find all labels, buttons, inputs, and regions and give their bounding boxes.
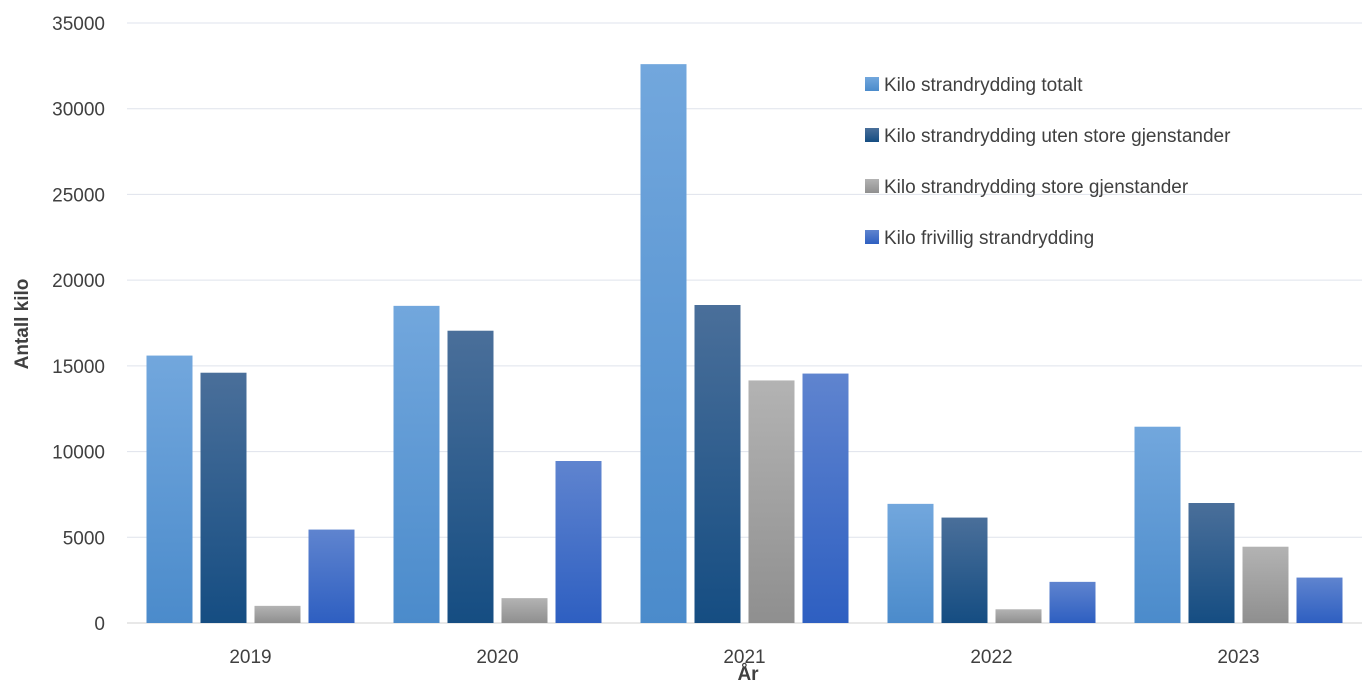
y-tick-label: 0: [94, 614, 105, 635]
legend-item: Kilo strandrydding totalt: [865, 75, 1083, 96]
y-tick-label: 10000: [52, 443, 105, 464]
bar-2019-series-2: [200, 372, 247, 623]
legend-label: Kilo frivillig strandrydding: [884, 228, 1094, 249]
bar-2023-series-1: [1134, 426, 1181, 623]
bar-2023-series-4: [1296, 577, 1343, 623]
legend-label: Kilo strandrydding totalt: [884, 75, 1083, 96]
legend-swatch: [865, 230, 879, 244]
y-tick-label: 35000: [52, 14, 105, 35]
y-tick-label: 5000: [63, 528, 105, 549]
y-axis-title: Antall kilo: [12, 279, 33, 370]
legend-swatch: [865, 179, 879, 193]
x-tick-label: 2023: [1217, 647, 1259, 668]
bar-2021-series-1: [640, 64, 687, 623]
x-axis-ticks: 2019 2020 2021 2022 2023: [229, 647, 1259, 668]
bar-2021-series-2: [694, 305, 741, 623]
legend-swatch: [865, 128, 879, 142]
bar-2021-series-4: [802, 373, 849, 623]
bar-2020-series-1: [393, 305, 440, 623]
bar-2022-series-3: [995, 609, 1042, 623]
bar-2022-series-2: [941, 517, 988, 623]
x-tick-label: 2022: [970, 647, 1012, 668]
bars: [146, 64, 1343, 623]
x-axis-title: År: [737, 664, 759, 683]
bar-2022-series-1: [887, 503, 934, 623]
bar-2020-series-2: [447, 330, 494, 623]
bar-2019-series-1: [146, 355, 193, 623]
y-tick-label: 25000: [52, 185, 105, 206]
x-tick-label: 2019: [229, 647, 271, 668]
x-tick-label: 2021: [723, 647, 765, 668]
bar-2020-series-4: [555, 461, 602, 623]
legend-label: Kilo strandrydding store gjenstander: [884, 177, 1189, 198]
x-tick-label: 2020: [476, 647, 518, 668]
legend-swatch: [865, 77, 879, 91]
bar-2023-series-3: [1242, 546, 1289, 623]
bar-2021-series-3: [748, 380, 795, 623]
bar-2022-series-4: [1049, 581, 1096, 623]
bar-2019-series-4: [308, 529, 355, 623]
y-tick-label: 20000: [52, 271, 105, 292]
bar-2020-series-3: [501, 598, 548, 623]
y-tick-label: 30000: [52, 100, 105, 121]
bar-2023-series-2: [1188, 503, 1235, 623]
legend-item: Kilo strandrydding uten store gjenstande…: [865, 126, 1231, 147]
legend-item: Kilo strandrydding store gjenstander: [865, 177, 1189, 198]
legend-item: Kilo frivillig strandrydding: [865, 228, 1094, 249]
bar-2019-series-3: [254, 605, 301, 623]
y-tick-label: 15000: [52, 357, 105, 378]
legend-label: Kilo strandrydding uten store gjenstande…: [884, 126, 1231, 147]
legend: Kilo strandrydding totalt Kilo strandrydd…: [865, 75, 1231, 249]
y-axis-ticks: 0 5000 10000 15000 20000 25000 30000 35000: [52, 14, 105, 635]
